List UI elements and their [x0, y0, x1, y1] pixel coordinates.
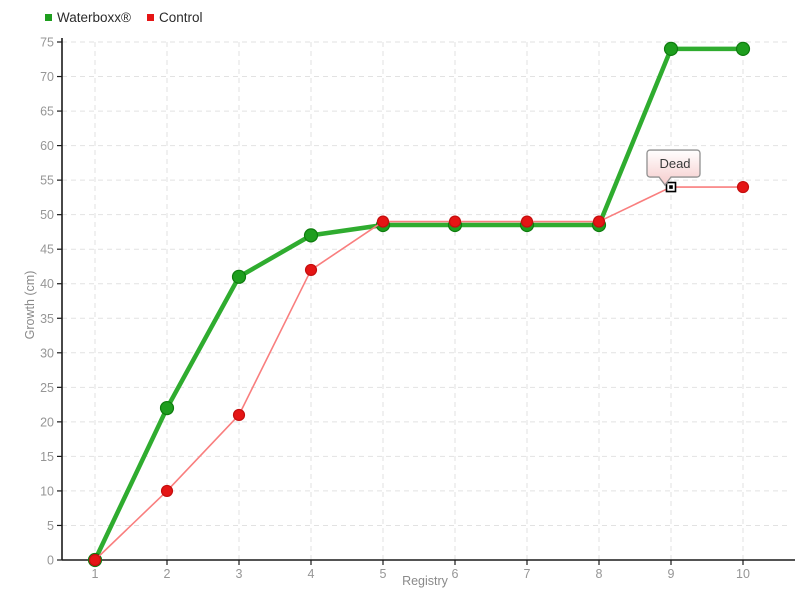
data-point-control — [304, 263, 318, 277]
y-tick-label: 20 — [40, 415, 54, 429]
x-tick-label: 2 — [164, 567, 171, 581]
y-tick-label: 25 — [40, 381, 54, 395]
legend-swatch-control-icon — [146, 14, 154, 21]
x-tick-label: 7 — [524, 567, 531, 581]
x-tick-label: 1 — [92, 567, 99, 581]
x-tick-label: 5 — [380, 567, 387, 581]
y-tick-label: 55 — [40, 174, 54, 188]
x-tick-label: 8 — [596, 567, 603, 581]
x-tick-label: 6 — [452, 567, 459, 581]
data-point-control — [736, 180, 750, 194]
y-tick-label: 65 — [40, 105, 54, 119]
data-point-waterboxx — [159, 400, 175, 416]
y-tick-label: 0 — [47, 554, 54, 568]
chart-legend: Waterboxx® Control — [45, 10, 203, 25]
data-point-control — [448, 215, 462, 228]
y-tick-label: 10 — [40, 484, 54, 498]
legend-swatch-waterboxx-icon — [45, 14, 52, 21]
data-point-control — [88, 553, 102, 567]
series-line-control — [94, 186, 744, 561]
data-point-waterboxx — [735, 41, 751, 57]
data-point-waterboxx — [303, 228, 319, 243]
dead-point-marker-core — [669, 185, 673, 189]
x-tick-label: 4 — [308, 567, 315, 581]
legend-item-waterboxx[interactable]: Waterboxx® — [45, 10, 131, 25]
y-tick-label: 40 — [40, 277, 54, 291]
y-tick-label: 45 — [40, 243, 54, 257]
y-tick-label: 70 — [40, 70, 54, 84]
y-tick-label: 35 — [40, 312, 54, 326]
y-tick-label: 5 — [47, 519, 54, 533]
x-tick-label: 9 — [668, 567, 675, 581]
y-tick-label: 30 — [40, 346, 54, 360]
data-point-control — [376, 215, 390, 228]
data-point-waterboxx — [231, 269, 247, 284]
data-point-waterboxx — [663, 41, 679, 57]
y-tick-label: 50 — [40, 208, 54, 222]
legend-label-waterboxx: Waterboxx® — [57, 10, 131, 25]
x-axis-title: Registry — [402, 574, 449, 588]
y-axis-title: Growth (cm) — [23, 271, 37, 340]
dead-callout-label: Dead — [659, 156, 690, 171]
legend-label-control: Control — [158, 10, 203, 25]
data-point-control — [232, 408, 246, 422]
data-point-control — [160, 484, 174, 498]
data-point-control — [520, 215, 534, 228]
data-point-control — [592, 215, 606, 228]
series-line-waterboxx — [92, 46, 746, 563]
y-tick-label: 60 — [40, 139, 54, 153]
x-tick-label: 10 — [736, 567, 750, 581]
legend-item-control[interactable]: Control — [146, 10, 203, 25]
x-tick-label: 3 — [236, 567, 243, 581]
y-tick-label: 15 — [40, 450, 54, 464]
y-tick-label: 75 — [40, 36, 54, 50]
dead-callout — [646, 149, 701, 187]
